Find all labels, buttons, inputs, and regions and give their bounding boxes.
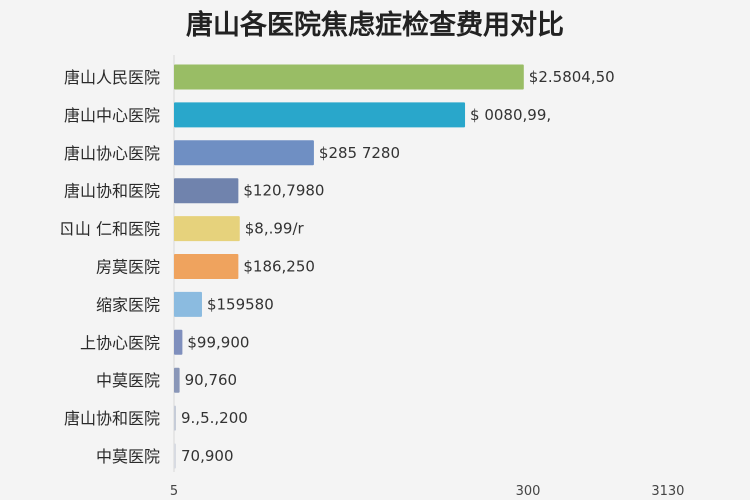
category-label: 唐山协和医院 (64, 182, 160, 201)
bar (174, 405, 176, 431)
value-label: 90,760 (185, 371, 238, 389)
category-label: 中莫医院 (96, 371, 160, 390)
bar (174, 367, 180, 393)
bar (174, 64, 524, 90)
bar (174, 178, 239, 204)
chart-title: 唐山各医院焦虑症检查费用对比 (186, 9, 564, 41)
value-label: $285 7280 (319, 144, 400, 162)
bar (174, 216, 240, 242)
x-tick-label: 5 (170, 484, 178, 499)
category-label: 房莫医院 (96, 258, 160, 277)
x-tick-label: 300 (516, 484, 541, 499)
bar (174, 254, 239, 279)
value-label: 70,900 (181, 447, 234, 465)
category-label: 中莫医院 (96, 447, 160, 466)
category-label: 唐山协心医院 (64, 144, 160, 163)
category-label: 上协心医院 (80, 333, 160, 352)
category-label: 唐山人民医院 (64, 68, 160, 87)
category-label: ㄖ山 仁和医院 (59, 220, 160, 239)
bar (174, 329, 183, 355)
value-label: $159580 (207, 295, 274, 313)
category-label: 缩家医院 (96, 295, 160, 314)
bar (174, 140, 314, 166)
value-label: $2.5804,50 (529, 68, 615, 86)
category-label: 唐山中心医院 (64, 106, 160, 125)
value-label: 9.,5.,200 (181, 409, 248, 427)
value-label: $99,900 (187, 333, 249, 351)
bars-group: 唐山人民医院 $2.5804,50 唐山中心医院 $ 0080,99, 唐山协心医院 $2… (59, 64, 615, 469)
bar (174, 102, 466, 128)
value-label: $ 0080,99, (470, 106, 551, 124)
value-label: $186,250 (243, 258, 315, 276)
x-tick-label: 3130 (651, 484, 684, 499)
x-axis-ticks: 5 300 3130 (170, 484, 685, 499)
bar (174, 291, 202, 317)
bar (174, 443, 176, 469)
category-label: 唐山协和医院 (64, 409, 160, 428)
value-label: $120,7980 (243, 182, 324, 200)
value-label: $8,.99/r (245, 220, 305, 238)
